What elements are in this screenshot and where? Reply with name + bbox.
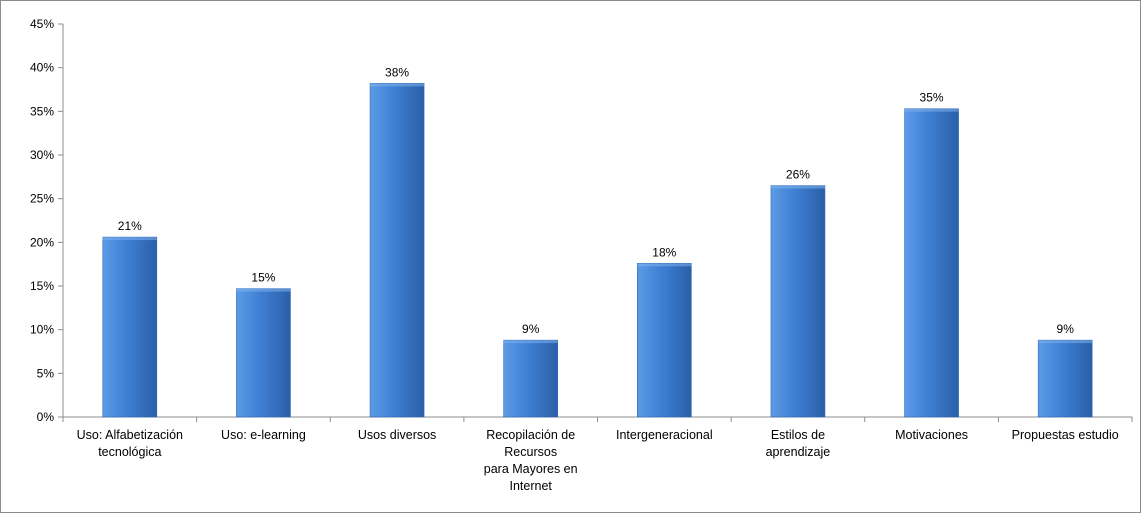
y-tick-label: 5% — [37, 366, 55, 380]
y-tick-label: 35% — [30, 104, 54, 118]
data-label: 26% — [786, 168, 810, 182]
data-label: 38% — [385, 65, 409, 79]
bar — [503, 339, 558, 418]
y-tick-label: 25% — [30, 192, 54, 206]
bar — [637, 262, 692, 418]
chart-axes: 0% 5% 10% 15% 20% 25% 30% 35% 40% 45% — [30, 17, 1133, 424]
x-category-label: Motivaciones — [895, 428, 968, 442]
data-label: 9% — [522, 322, 540, 336]
x-category-label-line: Internet — [509, 479, 552, 493]
y-tick-label: 10% — [30, 323, 54, 337]
x-category-label: Uso: e-learning — [221, 428, 306, 442]
bar — [369, 83, 425, 418]
x-category-label-line: Recopilación de — [486, 428, 575, 442]
x-category-label-line: Estilos de — [771, 428, 825, 442]
x-category-label: Estilos de aprendizaje — [766, 428, 831, 459]
x-category-label-line: Intergeneracional — [616, 428, 713, 442]
bar-top-highlight — [503, 340, 558, 344]
x-category-label: Recopilación de Recursos para Mayores en In… — [484, 428, 578, 493]
data-label: 18% — [652, 245, 676, 259]
bar-top-highlight — [236, 288, 291, 292]
x-category-label-line: para Mayores en — [484, 462, 578, 476]
bar — [102, 236, 158, 418]
x-category-label-line: Propuestas estudio — [1012, 428, 1119, 442]
x-category-label: Intergeneracional — [616, 428, 713, 442]
bar — [236, 288, 291, 418]
bar-top-highlight — [904, 108, 959, 112]
x-category-label: Usos diversos — [358, 428, 437, 442]
bar-top-highlight — [770, 185, 825, 189]
bar-top-highlight — [1038, 340, 1093, 344]
data-label: 21% — [118, 219, 142, 233]
bar — [1037, 339, 1093, 418]
bar — [904, 108, 959, 418]
data-label: 9% — [1057, 322, 1075, 336]
chart-labels: 21% Uso: Alfabetización tecnológica 15% Uso:… — [77, 65, 1119, 493]
x-category-label-line: tecnológica — [98, 445, 161, 459]
y-tick-label: 30% — [30, 148, 54, 162]
y-tick-label: 45% — [30, 17, 54, 31]
x-category-label-line: aprendizaje — [766, 445, 831, 459]
data-label: 15% — [251, 271, 275, 285]
chart-bars — [102, 83, 1093, 418]
y-tick-label: 20% — [30, 235, 54, 249]
x-category-label-line: Recursos — [504, 445, 557, 459]
y-tick-label: 0% — [37, 410, 55, 424]
bar-top-highlight — [637, 263, 692, 267]
bar — [770, 185, 826, 418]
x-category-label-line: Uso: Alfabetización — [77, 428, 183, 442]
x-category-label-line: Motivaciones — [895, 428, 968, 442]
bar-top-highlight — [102, 237, 157, 241]
bar-top-highlight — [370, 83, 425, 87]
x-category-label-line: Usos diversos — [358, 428, 437, 442]
data-label: 35% — [920, 91, 944, 105]
x-category-label-line: Uso: e-learning — [221, 428, 306, 442]
x-category-label: Uso: Alfabetización tecnológica — [77, 428, 183, 459]
y-tick-label: 40% — [30, 61, 54, 75]
y-tick-label: 15% — [30, 279, 54, 293]
x-category-label: Propuestas estudio — [1012, 428, 1119, 442]
